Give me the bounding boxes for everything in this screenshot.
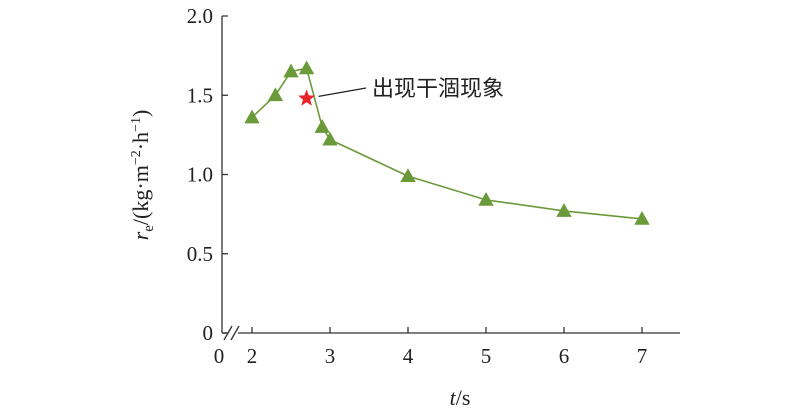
y-ticks: 0 0.5 1.0 1.5 2.0: [187, 4, 228, 345]
y-tick-label: 0.5: [187, 242, 213, 266]
y-axis-label-exp1: −2: [129, 150, 144, 165]
series-line: [251, 67, 643, 220]
axis-break-mark: [230, 325, 240, 341]
highlight-star-marker: [298, 89, 316, 106]
y-axis-label-exp2: −1: [129, 117, 144, 132]
data-point-marker: [322, 131, 338, 146]
y-tick-label: 1.5: [187, 83, 213, 107]
y-axis-label: re/(kg·m−2·h−1): [128, 110, 157, 241]
x-tick-label: 7: [637, 344, 648, 368]
y-axis-label-main: r: [128, 231, 153, 240]
data-point-marker: [298, 60, 315, 75]
series: [244, 60, 650, 225]
annotation-group: 出现干涸现象: [318, 77, 504, 102]
y-axis-label-unit: /(kg·m: [128, 165, 153, 225]
data-point-marker: [478, 192, 494, 206]
annotation-text: 出现干涸现象: [372, 77, 504, 102]
y-tick-label: 1.0: [187, 163, 213, 187]
data-point-marker: [283, 63, 299, 78]
y-tick-label: 2.0: [187, 4, 213, 28]
data-point-marker: [634, 211, 650, 225]
y-axis-label-subscript: e: [141, 225, 157, 232]
x-axis-label-main: t: [450, 385, 457, 410]
x-tick-label: 4: [403, 344, 414, 368]
data-point-marker: [267, 87, 284, 102]
x-tick-label: 6: [559, 344, 570, 368]
data-point-marker: [400, 168, 416, 182]
y-axis-label-close: ): [128, 110, 153, 117]
data-point-marker: [314, 119, 330, 133]
x-axis-label-suffix: /s: [456, 385, 471, 410]
data-point-marker: [244, 109, 260, 124]
data-point-marker: [556, 203, 572, 217]
y-tick-label: 0: [203, 321, 214, 345]
x-tick-label: 2: [247, 344, 258, 368]
y-axis-label-unit2: ·h: [128, 132, 153, 150]
x-tick-label: 3: [325, 344, 336, 368]
x-tick-label: 0: [214, 344, 225, 368]
x-tick-label: 5: [481, 344, 492, 368]
annotation-leader-line: [318, 87, 367, 98]
x-axis-label: t/s: [450, 385, 471, 410]
